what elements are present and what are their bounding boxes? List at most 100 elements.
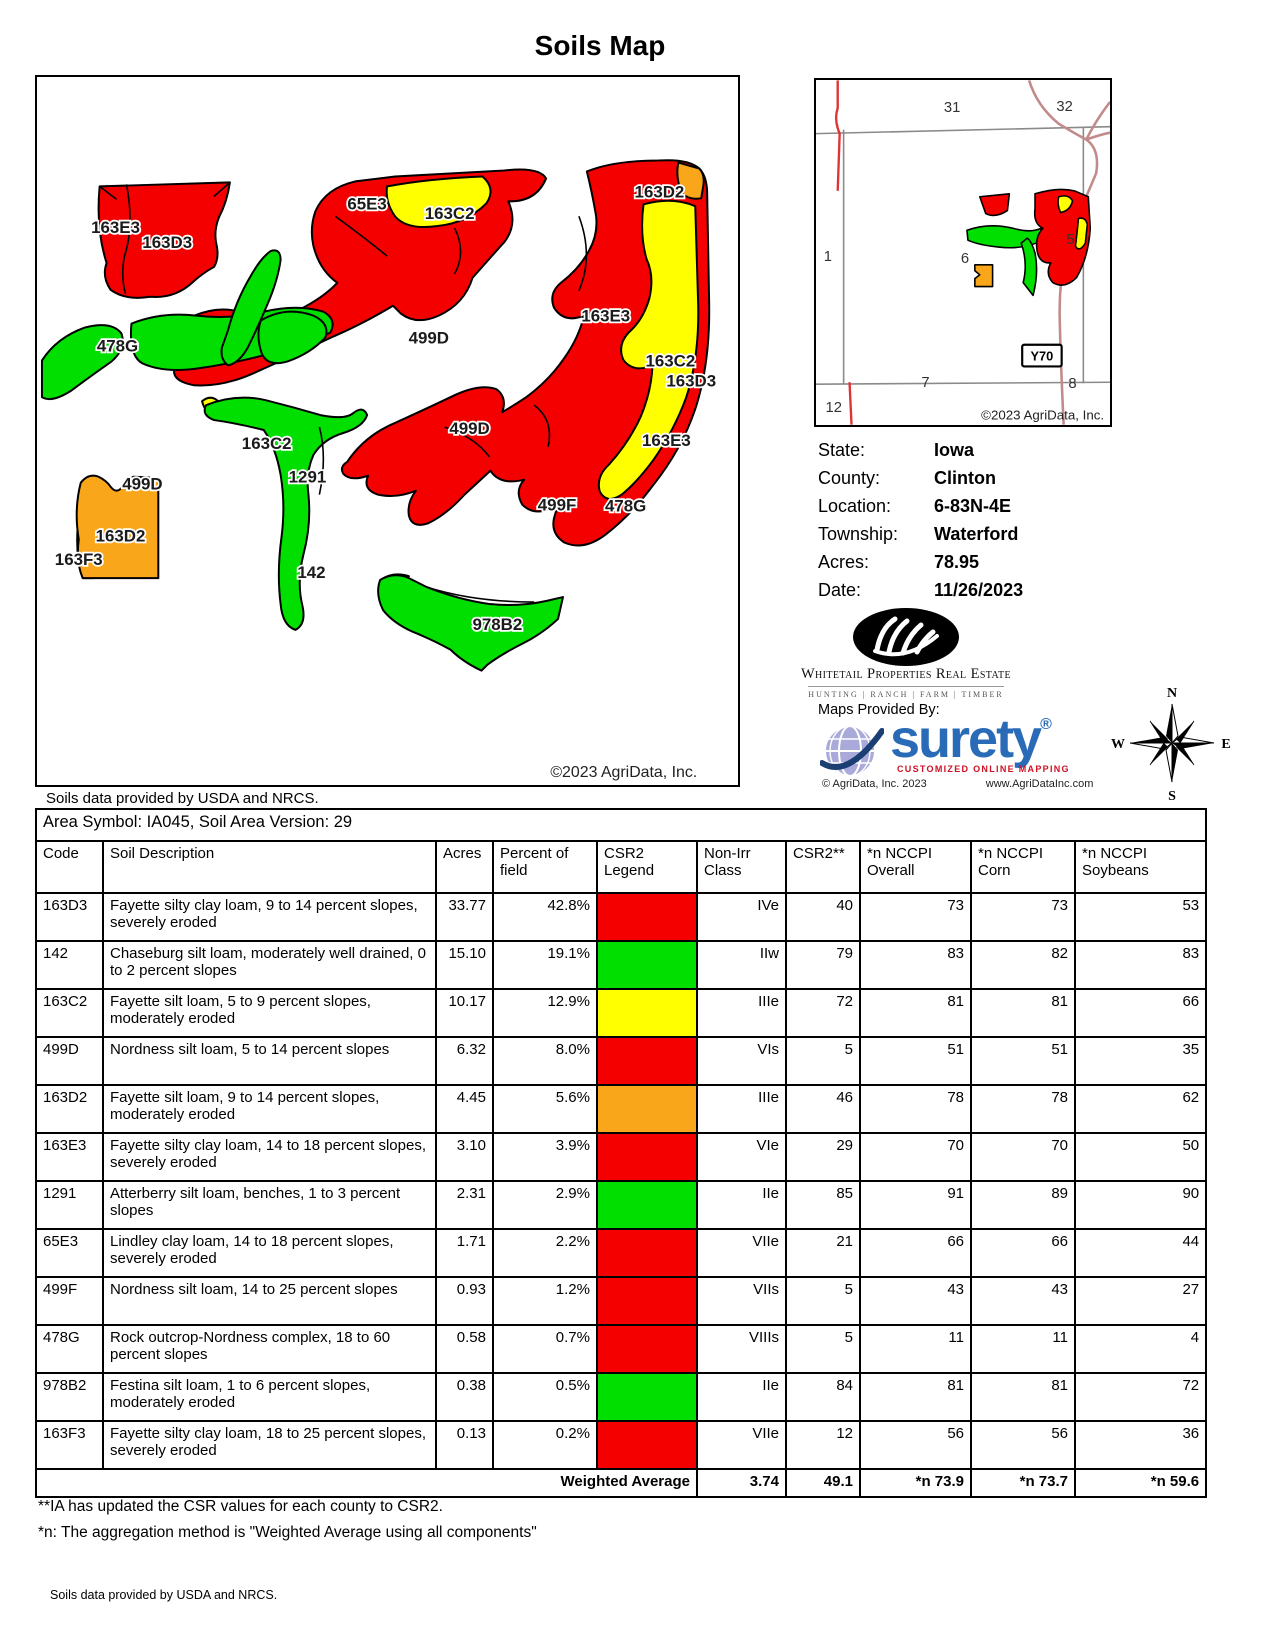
soil-code-label: 163D3 <box>142 233 192 252</box>
cell-csr2-legend <box>596 1180 698 1230</box>
maps-provided-by-label: Maps Provided By: <box>818 702 940 718</box>
soil-table-row: 1291 Atterberry silt loam, benches, 1 to … <box>35 1180 1208 1230</box>
cell-csr2: 84 <box>785 1372 861 1422</box>
cell-csr2-legend <box>596 892 698 942</box>
soil-code-label: 163E3 <box>91 218 140 237</box>
cell-nccpi-overall: 56 <box>859 1420 972 1470</box>
cell-percent: 19.1% <box>492 940 598 990</box>
cell-csr2: 5 <box>785 1324 861 1374</box>
cell-nccpi-overall: 43 <box>859 1276 972 1326</box>
cell-csr2-legend <box>596 940 698 990</box>
cell-percent: 8.0% <box>492 1036 598 1086</box>
whitetail-name: Whitetail Properties Real Estate <box>800 666 1012 682</box>
cell-csr2-legend <box>596 1036 698 1086</box>
cell-nccpi-corn: 11 <box>970 1324 1076 1374</box>
soil-table-row: 163C2 Fayette silt loam, 5 to 9 percent s… <box>35 988 1208 1038</box>
surety-copyright: © AgriData, Inc. 2023 <box>822 778 927 790</box>
weighted-nccpi-soybeans: *n 59.6 <box>1073 1468 1208 1498</box>
cell-percent: 0.2% <box>492 1420 598 1470</box>
soils-map: 163E3 163D3 65E3 163C2 163D2 163E3 499D 163C2 16… <box>35 75 740 787</box>
cell-nccpi-overall: 81 <box>859 988 972 1038</box>
cell-nccpi-soybeans: 62 <box>1073 1084 1208 1134</box>
cell-csr2-legend <box>596 1276 698 1326</box>
soil-table-row: 499F Nordness silt loam, 14 to 25 percent… <box>35 1276 1208 1326</box>
compass-w-label: W <box>1111 737 1125 752</box>
cell-nccpi-soybeans: 66 <box>1073 988 1208 1038</box>
section-number: 6 <box>961 251 969 267</box>
column-header: CSR2** <box>785 840 861 894</box>
cell-acres: 33.77 <box>435 892 494 942</box>
cell-nccpi-overall: 66 <box>859 1228 972 1278</box>
info-value: Waterford <box>934 524 1019 544</box>
cell-description: Fayette silt loam, 5 to 9 percent slopes… <box>102 988 437 1038</box>
soil-table-row: 163E3 Fayette silty clay loam, 14 to 18 p… <box>35 1132 1208 1182</box>
cell-percent: 12.9% <box>492 988 598 1038</box>
cell-code: 65E3 <box>35 1228 104 1278</box>
cell-percent: 0.5% <box>492 1372 598 1422</box>
soil-code-label: 478G <box>605 497 646 516</box>
soil-code-label: 499D <box>449 419 489 438</box>
info-label: Date: <box>818 580 862 600</box>
cell-nonirr-class: IVe <box>696 892 787 942</box>
soil-code-label: 499F <box>538 496 577 515</box>
cell-description: Lindley clay loam, 14 to 18 percent slop… <box>102 1228 437 1278</box>
cell-nccpi-soybeans: 44 <box>1073 1228 1208 1278</box>
soil-table-row: 978B2 Festina silt loam, 1 to 6 percent s… <box>35 1372 1208 1422</box>
cell-nccpi-corn: 82 <box>970 940 1076 990</box>
soil-table-row: 163D3 Fayette silty clay loam, 9 to 14 pe… <box>35 892 1208 942</box>
locator-copyright: ©2023 AgriData, Inc. <box>981 408 1104 423</box>
column-header: Soil Description <box>102 840 437 894</box>
cell-nccpi-soybeans: 36 <box>1073 1420 1208 1470</box>
cell-acres: 6.32 <box>435 1036 494 1086</box>
cell-nonirr-class: VIIIs <box>696 1324 787 1374</box>
soil-code-label: 499D <box>409 328 449 347</box>
whitetail-tagline: HUNTING | RANCH | FARM | TIMBER <box>808 686 1004 699</box>
cell-acres: 3.10 <box>435 1132 494 1182</box>
soil-code-label: 163D3 <box>666 371 716 390</box>
cell-nccpi-corn: 89 <box>970 1180 1076 1230</box>
cell-acres: 0.93 <box>435 1276 494 1326</box>
cell-nonirr-class: VIIs <box>696 1276 787 1326</box>
cell-csr2-legend <box>596 1324 698 1374</box>
info-label: Township: <box>818 524 899 544</box>
cell-nccpi-corn: 51 <box>970 1036 1076 1086</box>
info-label: County: <box>818 468 881 488</box>
soil-table-row: 499D Nordness silt loam, 5 to 14 percent … <box>35 1036 1208 1086</box>
cell-nccpi-overall: 73 <box>859 892 972 942</box>
soil-table-row: 163D2 Fayette silt loam, 9 to 14 percent … <box>35 1084 1208 1134</box>
cell-csr2: 46 <box>785 1084 861 1134</box>
cell-nccpi-soybeans: 83 <box>1073 940 1208 990</box>
section-number: 5 <box>1066 232 1074 248</box>
cell-nccpi-corn: 43 <box>970 1276 1076 1326</box>
cell-nccpi-soybeans: 53 <box>1073 892 1208 942</box>
cell-csr2: 72 <box>785 988 861 1038</box>
cell-nccpi-corn: 56 <box>970 1420 1076 1470</box>
soils-table: Area Symbol: IA045, Soil Area Version: 2… <box>34 808 1208 1498</box>
cell-csr2: 21 <box>785 1228 861 1278</box>
cell-csr2-legend <box>596 988 698 1038</box>
cell-csr2: 85 <box>785 1180 861 1230</box>
soil-code-label: 163C2 <box>242 434 292 453</box>
cell-nonirr-class: VIIe <box>696 1420 787 1470</box>
soil-code-label: 163E3 <box>642 431 691 450</box>
cell-csr2-legend <box>596 1132 698 1182</box>
cell-acres: 0.38 <box>435 1372 494 1422</box>
cell-nccpi-overall: 11 <box>859 1324 972 1374</box>
cell-nonirr-class: IIIe <box>696 988 787 1038</box>
cell-nccpi-overall: 91 <box>859 1180 972 1230</box>
soil-table-row: 478G Rock outcrop-Nordness complex, 18 to… <box>35 1324 1208 1374</box>
section-number: 8 <box>1068 376 1076 392</box>
cell-nccpi-soybeans: 27 <box>1073 1276 1208 1326</box>
column-header: Acres <box>435 840 494 894</box>
info-value: 78.95 <box>934 552 980 572</box>
cell-percent: 42.8% <box>492 892 598 942</box>
cell-nccpi-soybeans: 4 <box>1073 1324 1208 1374</box>
cell-nccpi-soybeans: 50 <box>1073 1132 1208 1182</box>
info-value: 11/26/2023 <box>934 580 1024 600</box>
column-header: Percent of field <box>492 840 598 894</box>
cell-nccpi-overall: 81 <box>859 1372 972 1422</box>
cell-code: 163E3 <box>35 1132 104 1182</box>
cell-percent: 1.2% <box>492 1276 598 1326</box>
cell-nccpi-soybeans: 72 <box>1073 1372 1208 1422</box>
cell-csr2: 29 <box>785 1132 861 1182</box>
